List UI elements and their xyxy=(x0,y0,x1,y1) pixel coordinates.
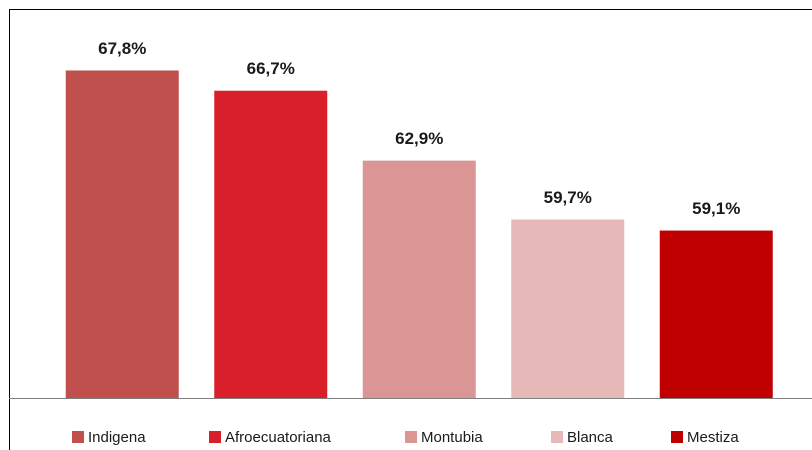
data-label: 59,7% xyxy=(544,188,592,207)
legend-swatch xyxy=(551,431,563,443)
legend-label: Blanca xyxy=(567,429,614,446)
legend-label: Mestiza xyxy=(687,429,739,446)
legend-swatch xyxy=(405,431,417,443)
bar xyxy=(65,70,179,398)
bar xyxy=(659,230,773,398)
bar xyxy=(362,160,476,398)
legend-label: Montubia xyxy=(421,429,483,446)
legend-swatch xyxy=(72,431,84,443)
legend-swatch xyxy=(671,431,683,443)
legend-label: Indigena xyxy=(88,429,146,446)
data-label: 66,7% xyxy=(247,59,295,78)
bar xyxy=(214,90,328,398)
data-label: 62,9% xyxy=(395,129,443,148)
data-label: 59,1% xyxy=(692,199,740,218)
data-label: 67,8% xyxy=(98,39,146,58)
bar xyxy=(511,219,625,398)
legend-swatch xyxy=(209,431,221,443)
legend-label: Afroecuatoriana xyxy=(225,429,332,446)
